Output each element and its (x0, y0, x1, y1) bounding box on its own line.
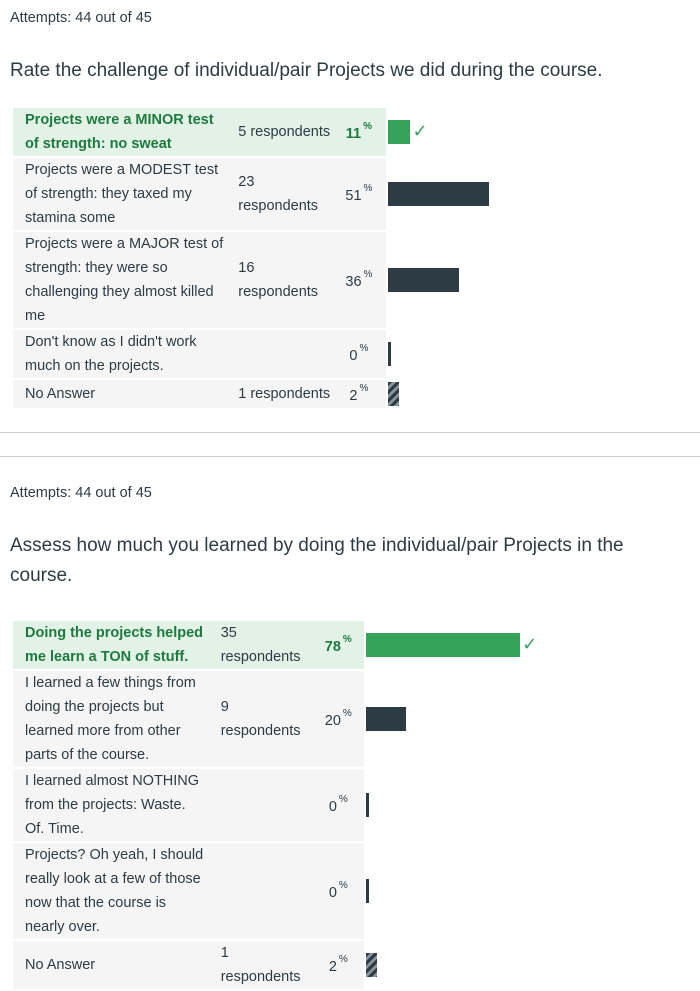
respondent-count: 5 respondents (226, 108, 332, 156)
percent-value: 2% (331, 380, 387, 408)
respondent-count: 1 respondents (226, 380, 332, 408)
percent-value: 0% (312, 843, 365, 939)
respondent-count (208, 843, 313, 939)
percent-value: 36% (331, 232, 387, 328)
percent-value: 78% (312, 621, 365, 669)
percent-value: 11% (331, 108, 387, 156)
respondent-count: 1 respondents (208, 941, 313, 989)
percent-bar (366, 707, 407, 731)
percent-bar (388, 268, 460, 292)
respondent-count: 35 respondents (208, 621, 313, 669)
percent-value: 0% (331, 330, 387, 378)
answer-row: No Answer 1 respondents 2% (13, 941, 533, 989)
divider (0, 432, 700, 433)
answer-text: Projects? Oh yeah, I should really look … (13, 843, 209, 939)
answer-text: Don't know as I didn't work much on the … (13, 330, 227, 378)
percent-bar (366, 793, 370, 817)
percent-bar (388, 342, 392, 366)
answer-row: Projects were a MINOR test of strength: … (13, 108, 533, 156)
answer-text: I learned almost NOTHING from the projec… (13, 769, 209, 841)
percent-value: 20% (312, 671, 365, 767)
percent-bar (366, 633, 521, 657)
respondent-count: 16 respondents (226, 232, 332, 328)
percent-value: 0% (312, 769, 365, 841)
answer-row: I learned almost NOTHING from the projec… (13, 769, 533, 841)
check-icon: ✓ (412, 121, 428, 141)
question-1: Attempts: 44 out of 45 Rate the challeng… (0, 0, 700, 410)
percent-value: 2% (312, 941, 365, 989)
answer-text: Doing the projects helped me learn a TON… (13, 621, 209, 669)
answer-text: Projects were a MODEST test of strength:… (13, 158, 227, 230)
respondent-count (208, 769, 313, 841)
answer-text: Projects were a MAJOR test of strength: … (13, 232, 227, 328)
attempts-label: Attempts: 44 out of 45 (10, 485, 152, 501)
percent-bar (388, 120, 411, 144)
percent-bar (388, 182, 490, 206)
question-text: Rate the challenge of individual/pair Pr… (10, 60, 603, 81)
answer-row: I learned a few things from doing the pr… (13, 671, 533, 767)
divider (0, 456, 700, 457)
answer-row: No Answer 1 respondents 2% (13, 380, 533, 408)
percent-bar (388, 382, 400, 406)
question-text: Assess how much you learned by doing the… (10, 535, 624, 586)
answer-row: Doing the projects helped me learn a TON… (13, 621, 537, 669)
answer-text: Projects were a MINOR test of strength: … (13, 108, 227, 156)
check-icon: ✓ (522, 634, 538, 654)
answer-row: Don't know as I didn't work much on the … (13, 330, 533, 378)
percent-value: 51% (331, 158, 387, 230)
answer-row: Projects were a MODEST test of strength:… (13, 158, 533, 230)
percent-bar (366, 953, 378, 977)
answer-table: Projects were a MINOR test of strength: … (13, 106, 533, 410)
answer-table: Doing the projects helped me learn a TON… (13, 619, 537, 991)
answer-text: No Answer (13, 380, 227, 408)
answer-text: No Answer (13, 941, 209, 989)
question-2: Attempts: 44 out of 45 Assess how much y… (0, 457, 700, 991)
respondent-count (226, 330, 332, 378)
answer-text: I learned a few things from doing the pr… (13, 671, 209, 767)
attempts-label: Attempts: 44 out of 45 (10, 10, 152, 26)
respondent-count: 23 respondents (226, 158, 332, 230)
answer-row: Projects were a MAJOR test of strength: … (13, 232, 533, 328)
answer-row: Projects? Oh yeah, I should really look … (13, 843, 533, 939)
percent-bar (366, 879, 370, 903)
respondent-count: 9 respondents (208, 671, 313, 767)
